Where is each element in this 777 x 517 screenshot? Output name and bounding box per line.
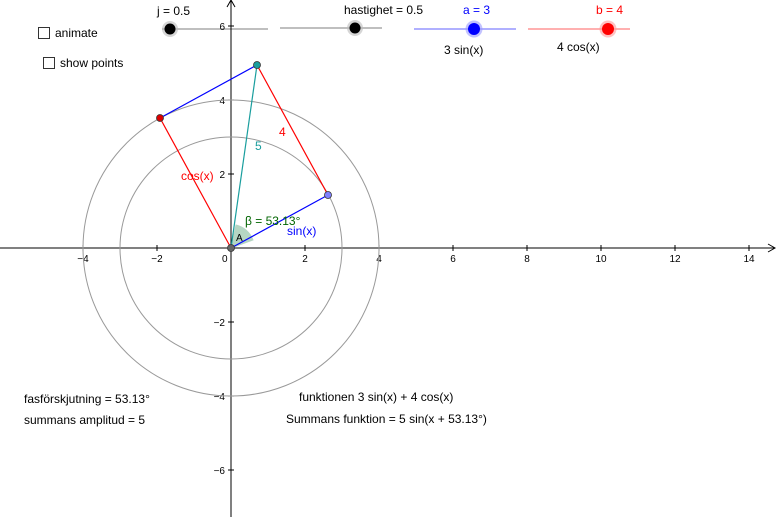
x-tick-label: 14: [743, 254, 755, 265]
x-tick-label: 0: [222, 254, 228, 265]
animate-checkbox-row[interactable]: animate: [38, 26, 98, 40]
x-tick-label: 8: [524, 254, 530, 265]
y-tick-label: −6: [214, 466, 226, 477]
x-tick-label: 12: [669, 254, 681, 265]
x-tick-label: −2: [151, 254, 163, 265]
y-tick-label: −2: [214, 318, 226, 329]
x-tick-label: 10: [595, 254, 607, 265]
slider-a[interactable]: [414, 20, 516, 38]
y-tick-label: 4: [219, 96, 225, 107]
slider-j-handle[interactable]: [164, 23, 176, 35]
slider-hastighet[interactable]: [280, 20, 382, 36]
info-amplitud: summans amplitud = 5: [24, 413, 145, 427]
slider-a-handle[interactable]: [468, 23, 480, 35]
sin-segment: [230, 194, 329, 249]
slider-j[interactable]: [162, 21, 268, 37]
side-4-segment: [256, 64, 329, 196]
slider-a-caption: 3 sin(x): [444, 43, 484, 57]
label-diag-5: 5: [255, 139, 262, 153]
circle-radius-3: [119, 136, 343, 360]
label-point-A: A: [236, 233, 243, 244]
slider-b-handle[interactable]: [602, 23, 614, 35]
point-A[interactable]: [227, 244, 235, 252]
show-points-checkbox[interactable]: [43, 57, 55, 69]
slider-j-label: j = 0.5: [157, 4, 191, 18]
top-blue-segment: [159, 64, 258, 119]
point-blue[interactable]: [324, 191, 332, 199]
point-teal[interactable]: [253, 61, 261, 69]
slider-hastighet-handle[interactable]: [349, 22, 361, 34]
label-sin: sin(x): [287, 224, 316, 238]
x-tick-label: 4: [376, 254, 382, 265]
cos-segment: [159, 117, 232, 249]
angle-beta-sector: [230, 224, 254, 249]
show-points-checkbox-row[interactable]: show points: [43, 56, 123, 70]
y-tick-label: 2: [219, 170, 225, 181]
label-angle-beta: β = 53.13°: [245, 214, 301, 228]
animate-checkbox[interactable]: [38, 27, 50, 39]
label-side-4: 4: [279, 125, 286, 139]
x-tick-label: 6: [450, 254, 456, 265]
slider-b-label: b = 4: [596, 3, 624, 17]
slider-b-caption: 4 cos(x): [557, 40, 600, 54]
slider-b[interactable]: [528, 20, 630, 38]
info-summans-funktion: Summans funktion = 5 sin(x + 53.13°): [286, 412, 487, 426]
y-tick-label: 6: [219, 22, 225, 33]
animate-label: animate: [55, 26, 98, 40]
diagonal-5-segment: [230, 64, 258, 249]
point-red[interactable]: [156, 114, 164, 122]
y-axis-arrow: [226, 0, 236, 8]
info-fasforskjutning: fasförskjutning = 53.13°: [24, 392, 150, 406]
x-axis-arrow: [767, 243, 777, 253]
circle-radius-4: [82, 99, 380, 397]
label-cos: cos(x): [181, 169, 214, 183]
y-tick-label: −4: [214, 392, 226, 403]
info-funktionen: funktionen 3 sin(x) + 4 cos(x): [299, 390, 453, 404]
show-points-label: show points: [60, 56, 124, 70]
slider-a-label: a = 3: [463, 3, 491, 17]
slider-hastighet-label: hastighet = 0.5: [344, 3, 424, 17]
y-axis-ticks: 6 4 2 −2 −4 −6: [214, 22, 234, 477]
x-tick-label: 2: [302, 254, 308, 265]
